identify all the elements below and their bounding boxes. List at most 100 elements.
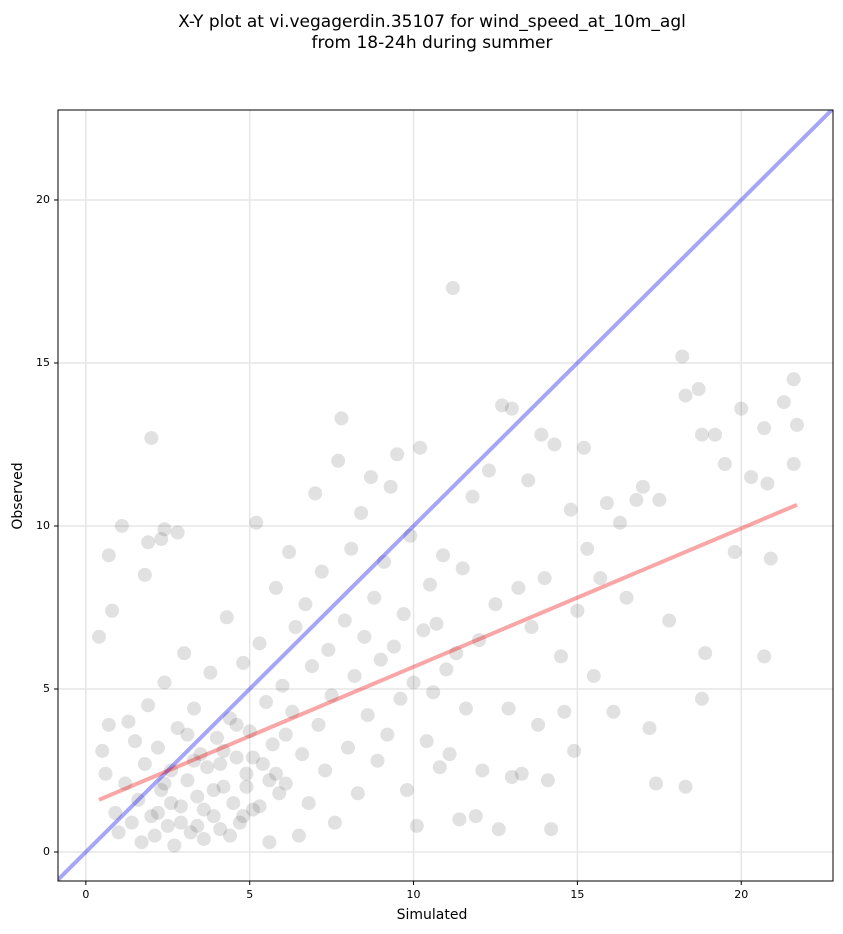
scatter-point: [413, 440, 428, 455]
scatter-point: [481, 463, 496, 478]
scatter-point: [757, 649, 772, 664]
scatter-point: [154, 532, 169, 547]
scatter-point: [242, 724, 257, 739]
scatter-point: [304, 659, 319, 674]
scatter-point: [150, 740, 165, 755]
scatter-point: [698, 646, 713, 661]
scatter-point: [282, 545, 297, 560]
scatter-point: [196, 831, 211, 846]
scatter-point: [173, 815, 188, 830]
scatter-point: [262, 773, 277, 788]
scatter-point: [567, 743, 582, 758]
scatter-point: [216, 779, 231, 794]
scatter-point: [475, 763, 490, 778]
plot-area: [58, 110, 833, 881]
scatter-point: [141, 698, 156, 713]
scatter-point: [442, 747, 457, 762]
scatter-point: [341, 740, 356, 755]
scatter-point: [380, 727, 395, 742]
scatter-point: [268, 580, 283, 595]
scatter-point: [223, 828, 238, 843]
scatter-point: [170, 525, 185, 540]
scatter-point: [324, 688, 339, 703]
scatter-point: [95, 743, 110, 758]
scatter-point: [252, 636, 267, 651]
scatter-point: [141, 535, 156, 550]
scatter-point: [360, 708, 375, 723]
scatter-point: [694, 691, 709, 706]
scatter-point: [422, 577, 437, 592]
scatter-point: [580, 541, 595, 556]
scatter-point: [524, 620, 539, 635]
scatter-point: [409, 818, 424, 833]
scatter-point: [452, 812, 467, 827]
scatter-point: [275, 678, 290, 693]
x-tick-label: 0: [82, 888, 89, 901]
scatter-point: [491, 822, 506, 837]
scatter-point: [599, 496, 614, 511]
scatter-point: [252, 799, 267, 814]
scatter-point: [504, 770, 519, 785]
scatter-point: [157, 776, 172, 791]
scatter-point: [534, 427, 549, 442]
scatter-point: [344, 541, 359, 556]
scatter-point: [436, 548, 451, 563]
scatter-point: [190, 789, 205, 804]
scatter-point: [209, 730, 224, 745]
scatter-point: [131, 792, 146, 807]
scatter-point: [563, 502, 578, 517]
scatter-point: [186, 701, 201, 716]
scatter-point: [708, 427, 723, 442]
scatter-point: [160, 818, 175, 833]
scatter-point: [501, 701, 516, 716]
scatter-point: [357, 629, 372, 644]
scatter-point: [678, 388, 693, 403]
scatter-point: [439, 662, 454, 677]
scatter-point: [232, 815, 247, 830]
scatter-point: [406, 675, 421, 690]
scatter-point: [298, 597, 313, 612]
scatter-point: [426, 685, 441, 700]
scatter-point: [101, 548, 116, 563]
scatter-point: [236, 809, 251, 824]
scatter-point: [144, 430, 159, 445]
scatter-point: [108, 805, 123, 820]
scatter-point: [399, 783, 414, 798]
scatter-point: [193, 747, 208, 762]
scatter-point: [789, 417, 804, 432]
y-tick-label: 5: [43, 682, 50, 695]
scatter-point: [128, 734, 143, 749]
scatter-point: [301, 796, 316, 811]
scatter-point: [331, 453, 346, 468]
scatter-point: [354, 505, 369, 520]
scatter-point: [278, 776, 293, 791]
scatter-point: [367, 590, 382, 605]
scatter-point: [734, 401, 749, 416]
scatter-point: [223, 711, 238, 726]
y-axis-label: Observed: [10, 462, 26, 529]
scatter-point: [635, 479, 650, 494]
scatter-point: [101, 717, 116, 732]
scatter-point: [619, 590, 634, 605]
scatter-point: [180, 727, 195, 742]
scatter-point: [373, 652, 388, 667]
scatter-point: [744, 470, 759, 485]
scatter-point: [203, 665, 218, 680]
scatter-point: [229, 750, 244, 765]
scatter-point: [557, 704, 572, 719]
scatter-point: [757, 421, 772, 436]
scatter-point: [245, 802, 260, 817]
scatter-point: [511, 580, 526, 595]
scatter-point: [472, 633, 487, 648]
scatter-point: [321, 642, 336, 657]
scatter-point: [386, 639, 401, 654]
scatter-point: [164, 796, 179, 811]
scatter-point: [226, 796, 241, 811]
scatter-point: [183, 825, 198, 840]
scatter-point: [288, 620, 303, 635]
scatter-point: [717, 457, 732, 472]
x-axis-label: Simulated: [397, 907, 468, 923]
scatter-point: [157, 522, 172, 537]
scatter-point: [429, 616, 444, 631]
